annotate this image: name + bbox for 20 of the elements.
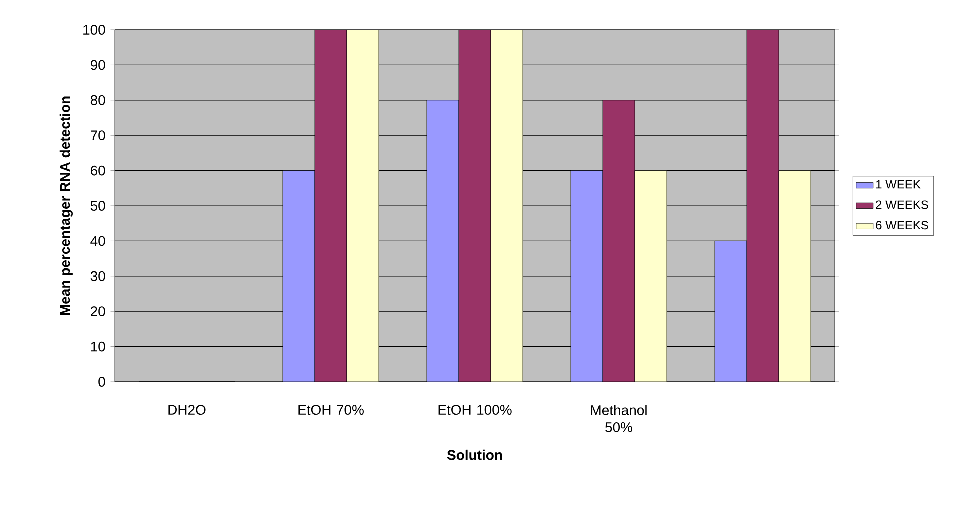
legend-label: 2 WEEKS <box>876 200 928 210</box>
x-axis-title: Solution <box>447 450 502 460</box>
y-axis-title: Mean percentager RNA detection <box>60 96 73 316</box>
y-tick-label: 50 <box>90 201 106 211</box>
x-tick-label: DH2O <box>168 405 206 416</box>
legend-label: 1 WEEK <box>876 180 921 189</box>
y-tick-label: 30 <box>90 271 106 282</box>
x-tick-label: Methanol 50% <box>591 405 647 432</box>
y-tick-label: 100 <box>84 25 106 35</box>
y-tick-label: 70 <box>91 130 106 141</box>
y-tick-label: 60 <box>91 166 106 176</box>
y-tick-label: 40 <box>90 236 106 246</box>
y-tick-label: 20 <box>91 306 106 317</box>
x-tick-label: EtOH 100% <box>438 405 512 416</box>
y-tick-label: 10 <box>91 342 106 352</box>
y-tick-label: 90 <box>90 60 106 70</box>
y-tick-label: 0 <box>98 377 106 387</box>
y-tick-label: 80 <box>90 95 106 106</box>
x-tick-label: EtOH 70% <box>298 405 364 416</box>
legend-label: 6 WEEKS <box>876 221 928 230</box>
